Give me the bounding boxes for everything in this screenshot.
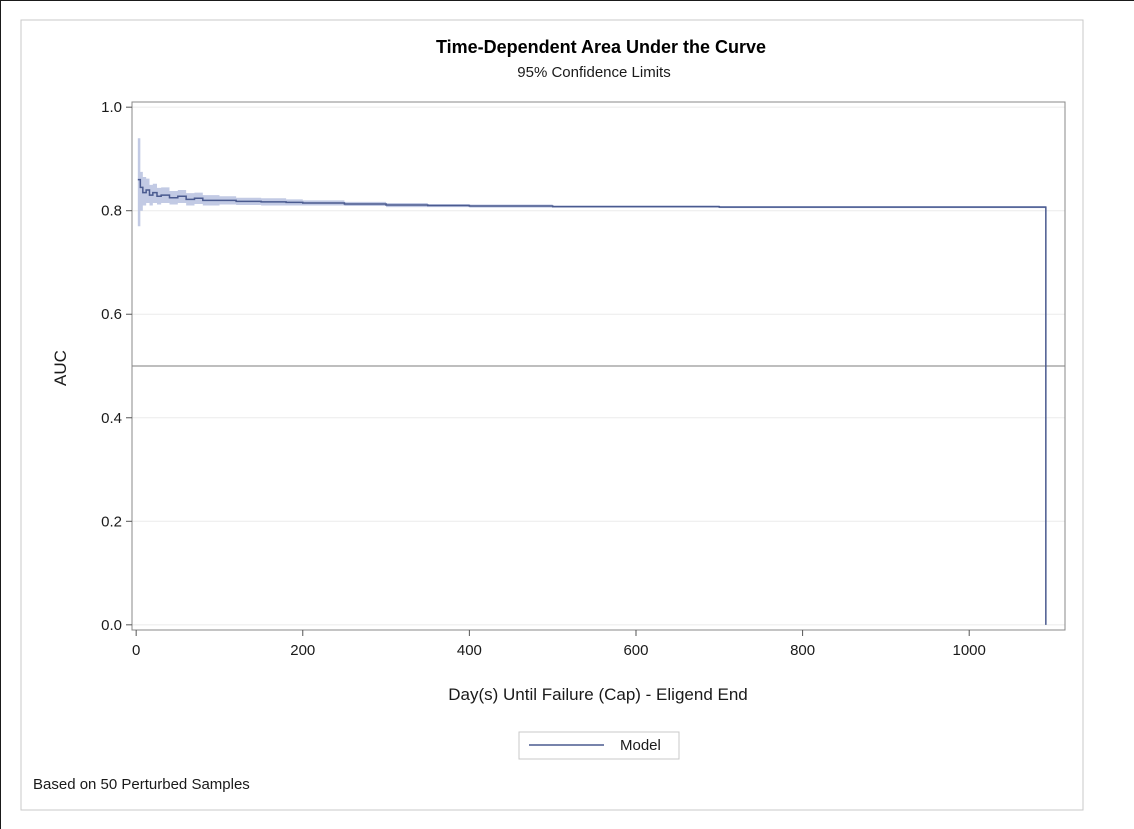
y-tick-label-2: 0.4 (101, 410, 122, 427)
gridlines (132, 106, 1065, 626)
plot-area-border (131, 101, 1066, 631)
legend: Model (518, 731, 680, 760)
y-axis: 0.0 0.2 0.4 0.6 0.8 1.0 (101, 99, 132, 634)
outer-graph-border (20, 19, 1084, 811)
x-tick-label-0: 0 (132, 642, 140, 659)
y-tick-label-1: 0.2 (101, 513, 122, 530)
legend-label-model: Model (620, 737, 661, 754)
x-axis: 0 200 400 600 800 1000 (132, 630, 986, 659)
x-tick-label-1: 200 (290, 642, 315, 659)
y-axis-title: AUC (51, 350, 70, 386)
series-line-0 (137, 178, 1047, 625)
x-tick-label-5: 1000 (953, 642, 986, 659)
x-tick-label-3: 600 (623, 642, 648, 659)
footnote: Based on 50 Perturbed Samples (33, 776, 250, 793)
chart-subtitle: 95% Confidence Limits (517, 64, 670, 81)
y-tick-label-3: 0.6 (101, 306, 122, 323)
x-axis-title: Day(s) Until Failure (Cap) - Eligend End (448, 685, 748, 704)
series-line-layer (137, 178, 1047, 625)
x-tick-label-2: 400 (457, 642, 482, 659)
y-tick-label-4: 0.8 (101, 203, 122, 220)
y-tick-label-0: 0.0 (101, 617, 122, 634)
chart-title: Time-Dependent Area Under the Curve (436, 37, 766, 57)
x-tick-label-4: 800 (790, 642, 815, 659)
y-tick-label-5: 1.0 (101, 99, 122, 116)
